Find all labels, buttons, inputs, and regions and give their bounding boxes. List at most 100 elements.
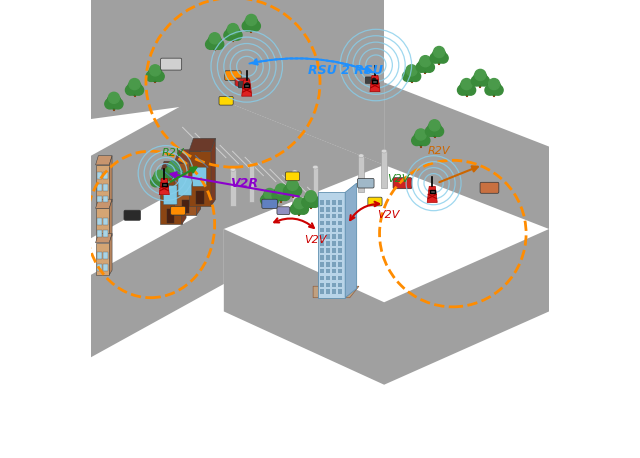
Bar [97,264,102,271]
Bar [338,262,342,267]
Bar [320,200,324,205]
Bar [97,252,102,259]
Circle shape [291,204,300,214]
Circle shape [107,95,121,109]
Circle shape [108,93,120,104]
Bar [326,200,330,205]
Circle shape [153,173,167,187]
Circle shape [461,79,472,90]
Polygon shape [224,0,384,165]
Bar [332,221,336,225]
Circle shape [415,129,426,140]
FancyBboxPatch shape [429,191,435,193]
Circle shape [154,170,165,181]
FancyBboxPatch shape [277,207,290,214]
FancyBboxPatch shape [161,58,182,70]
Bar [332,283,336,287]
FancyBboxPatch shape [124,210,140,220]
Circle shape [419,58,433,72]
Bar [230,169,236,206]
Polygon shape [91,101,384,229]
Polygon shape [95,165,109,206]
Circle shape [424,62,435,72]
Circle shape [226,26,240,40]
Bar [320,289,324,294]
Circle shape [227,23,239,35]
Polygon shape [384,82,549,229]
FancyBboxPatch shape [393,178,412,189]
Circle shape [420,136,430,146]
Circle shape [460,81,474,95]
Circle shape [298,204,308,214]
FancyBboxPatch shape [244,84,249,87]
Polygon shape [95,243,109,275]
Ellipse shape [358,154,364,158]
Text: V2V: V2V [387,174,409,184]
Circle shape [438,53,448,63]
Polygon shape [95,234,112,243]
Circle shape [205,39,216,49]
Circle shape [413,131,428,146]
Circle shape [287,180,298,191]
Bar [320,207,324,212]
Text: R2V: R2V [162,148,185,158]
Bar [332,214,336,218]
Circle shape [294,198,305,209]
Polygon shape [224,229,549,385]
Bar [104,184,108,191]
FancyBboxPatch shape [235,78,249,87]
Bar [104,196,108,202]
Bar [104,172,108,179]
Circle shape [433,46,445,58]
Bar [320,241,324,246]
Polygon shape [95,199,112,208]
Bar [320,269,324,273]
Polygon shape [109,199,112,240]
Bar [320,228,324,232]
Circle shape [269,195,278,205]
Polygon shape [211,138,216,206]
Bar [332,248,336,253]
Polygon shape [91,0,224,119]
Text: RSU 2 RSU: RSU 2 RSU [308,65,383,77]
Bar [338,214,342,218]
Polygon shape [174,163,196,215]
Bar [332,228,336,232]
Polygon shape [242,80,252,96]
Bar [338,289,342,294]
FancyBboxPatch shape [368,197,382,206]
Circle shape [272,191,282,201]
Circle shape [148,67,162,82]
Bar [104,230,108,237]
Bar [338,228,342,232]
Bar [104,264,108,271]
Circle shape [154,71,164,82]
Bar [104,252,108,259]
Bar [332,200,336,205]
Ellipse shape [248,163,254,167]
Circle shape [129,79,140,90]
Bar [381,151,387,188]
Circle shape [420,55,431,67]
Ellipse shape [292,170,298,174]
FancyBboxPatch shape [193,167,207,186]
Circle shape [411,71,420,82]
Bar [332,207,336,212]
Text: V2R: V2R [230,177,259,190]
Circle shape [285,182,300,196]
Bar [326,283,330,287]
Circle shape [224,30,234,40]
Bar [292,172,298,208]
Circle shape [264,189,275,200]
Bar [338,269,342,273]
Circle shape [416,62,426,72]
Circle shape [166,164,180,178]
Circle shape [242,21,252,31]
Circle shape [432,49,446,63]
Bar [320,221,324,225]
Circle shape [433,126,444,136]
Circle shape [404,67,419,82]
Bar [326,221,330,225]
FancyBboxPatch shape [480,182,499,193]
Polygon shape [160,174,182,224]
